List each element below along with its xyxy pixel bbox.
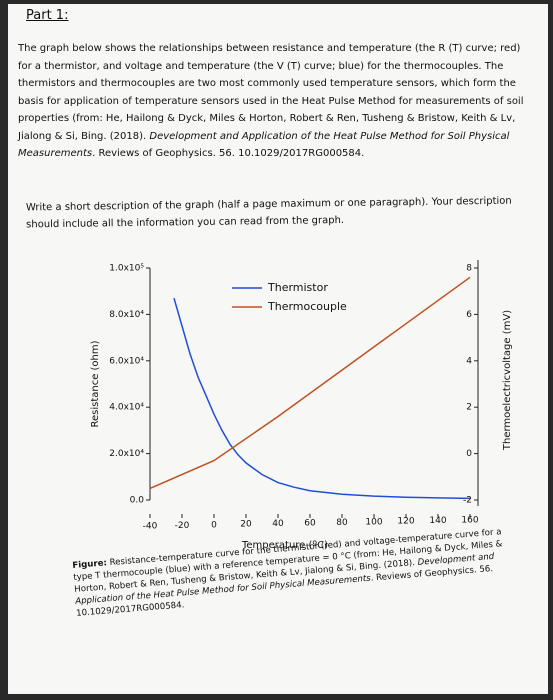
y-tick-label: 8.0x10⁴ [109, 310, 144, 320]
y-tick-label: 2.0x10⁴ [109, 449, 144, 459]
x-tick-label: 80 [336, 518, 348, 528]
y2-tick-label: 2 [466, 403, 472, 413]
text-segment: The graph below shows the relationships … [18, 43, 524, 142]
x-tick-label: 0 [211, 520, 217, 530]
series-line [149, 276, 471, 490]
series-line [173, 297, 471, 500]
y2-tick-label: 8 [466, 264, 472, 274]
y-axis-label: Resistance (ohm) [90, 340, 101, 427]
y-tick-label: 0.0 [130, 496, 145, 506]
y2-tick-label: -2 [463, 496, 472, 506]
text-segment: Figure: [72, 558, 108, 571]
legend-label: Thermocouple [267, 300, 347, 313]
y2-tick-label: 6 [466, 310, 472, 320]
x-tick-label: 160 [461, 516, 478, 526]
y-tick-label: 1.0x10⁵ [109, 264, 144, 274]
x-axis-label: Temperature (ºC) [241, 540, 328, 551]
x-tick-label: -20 [175, 521, 190, 531]
y2-tick-label: 4 [466, 356, 472, 366]
x-tick-label: 40 [272, 519, 284, 529]
text-segment: Development and Application of the Heat … [18, 130, 510, 160]
x-tick-label: 100 [365, 517, 382, 527]
paragraph: The graph below shows the relationships … [18, 40, 533, 163]
sheet [8, 4, 548, 694]
y-tick-label: 4.0x10⁴ [109, 403, 144, 413]
y2-tick-label: 0 [466, 449, 472, 459]
y2-axis-label: Thermoelectricvoltage (mV) [502, 310, 513, 451]
x-tick-label: 140 [429, 516, 446, 526]
x-tick-label: -40 [143, 522, 158, 532]
x-tick-label: 120 [397, 517, 414, 527]
header-title: Part 1: [26, 8, 69, 23]
x-tick-label: 60 [304, 519, 316, 529]
text-segment: . Reviews of Geophysics. 56. 10.1029/201… [92, 148, 365, 159]
y-tick-label: 6.0x10⁴ [109, 356, 144, 366]
legend-label: Thermistor [267, 281, 328, 294]
x-tick-label: 20 [240, 520, 252, 530]
